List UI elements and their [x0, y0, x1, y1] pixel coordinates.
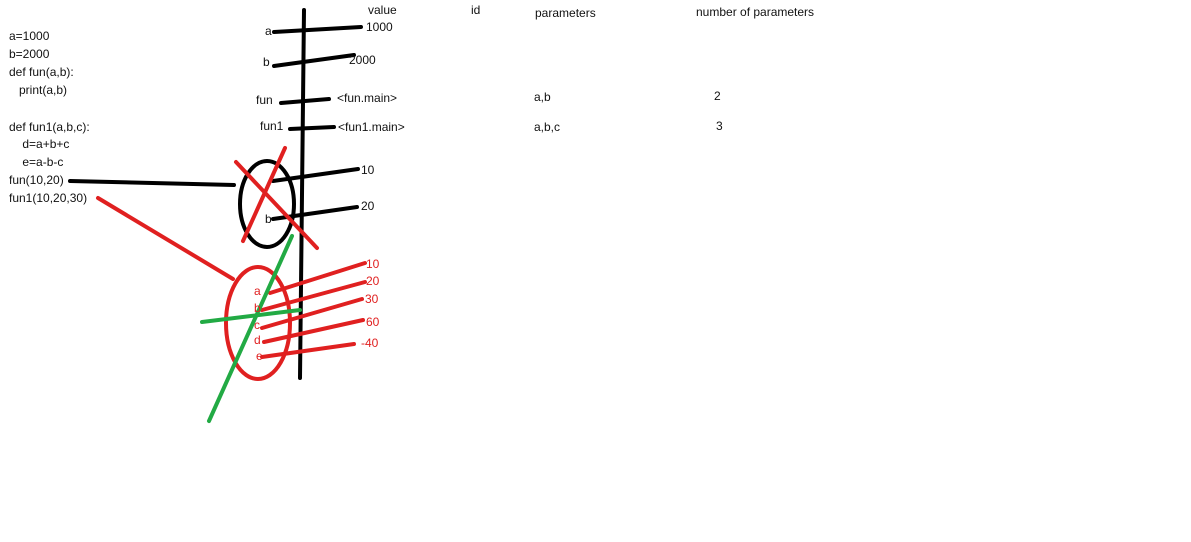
cross-out-stroke	[234, 160, 319, 250]
green-strike-stroke	[207, 234, 294, 423]
fun1-frame-value: -40	[361, 336, 379, 350]
fun-a-pointer	[271, 167, 360, 183]
fun-frame-value: 10	[361, 163, 375, 177]
fun1-frame-label: d	[254, 333, 261, 347]
fun1-pointer-line	[260, 342, 356, 359]
fun1-pointer-line	[262, 318, 365, 344]
fun-frame-b-label: b	[265, 212, 272, 226]
fun1-frame-value: 30	[365, 292, 379, 306]
fun1-frame-label: a	[254, 284, 261, 298]
parameter-count-cell: 3	[716, 119, 723, 133]
parameters-cell: a,b	[534, 90, 551, 104]
pointer-a-line	[272, 25, 363, 34]
value-label: 2000	[349, 53, 376, 67]
global-name-label: fun1	[260, 119, 284, 133]
parameters-cell: a,b,c	[534, 120, 561, 134]
code-line: d=a+b+c	[9, 137, 70, 151]
fun1-frame-label: c	[254, 318, 260, 332]
value-label: 1000	[366, 20, 393, 34]
fun1-frame-label: e	[256, 349, 263, 363]
code-line: fun(10,20)	[9, 173, 64, 187]
fun1-frame-label: b	[254, 301, 261, 315]
parameter-count-cell: 2	[714, 89, 721, 103]
fun1-frame-value: 20	[366, 274, 380, 288]
call-fun1-arrow	[96, 196, 235, 281]
value-label: <fun.main>	[337, 91, 398, 105]
fun1-pointer-line	[260, 297, 364, 330]
stack-axis-line	[298, 8, 306, 380]
global-name-label: fun	[256, 93, 273, 107]
global-name-label: a	[265, 24, 272, 38]
code-line: b=2000	[9, 47, 50, 61]
fun-frame-value: 20	[361, 199, 375, 213]
green-strike-stroke	[200, 308, 302, 324]
header-id: id	[471, 3, 481, 17]
pointer-b-line	[272, 53, 356, 68]
code-line: print(a,b)	[9, 83, 68, 97]
code-line: a=1000	[9, 29, 50, 43]
fun1-frame-value: 60	[366, 315, 380, 329]
fun1-pointer-line	[260, 280, 367, 312]
value-label: <fun1.main>	[338, 120, 405, 134]
pointer-fun-line	[279, 97, 331, 105]
header-parameters: parameters	[535, 6, 596, 20]
fun1-pointer-line	[268, 261, 367, 295]
header-number-of-parameters: number of parameters	[696, 5, 815, 19]
fun-frame-ellipse	[238, 159, 296, 249]
global-name-label: b	[263, 55, 270, 69]
header-value: value	[368, 3, 397, 17]
fun1-frame-value: 10	[366, 257, 380, 271]
code-line: def fun(a,b):	[9, 65, 74, 79]
code-line: e=a-b-c	[9, 155, 64, 169]
code-line: def fun1(a,b,c):	[9, 120, 90, 134]
code-line: fun1(10,20,30)	[9, 191, 88, 205]
pointer-fun1-line	[288, 125, 336, 131]
fun1-frame-ellipse	[224, 265, 292, 381]
cross-out-stroke	[241, 146, 287, 243]
call-fun-arrow	[68, 179, 236, 187]
